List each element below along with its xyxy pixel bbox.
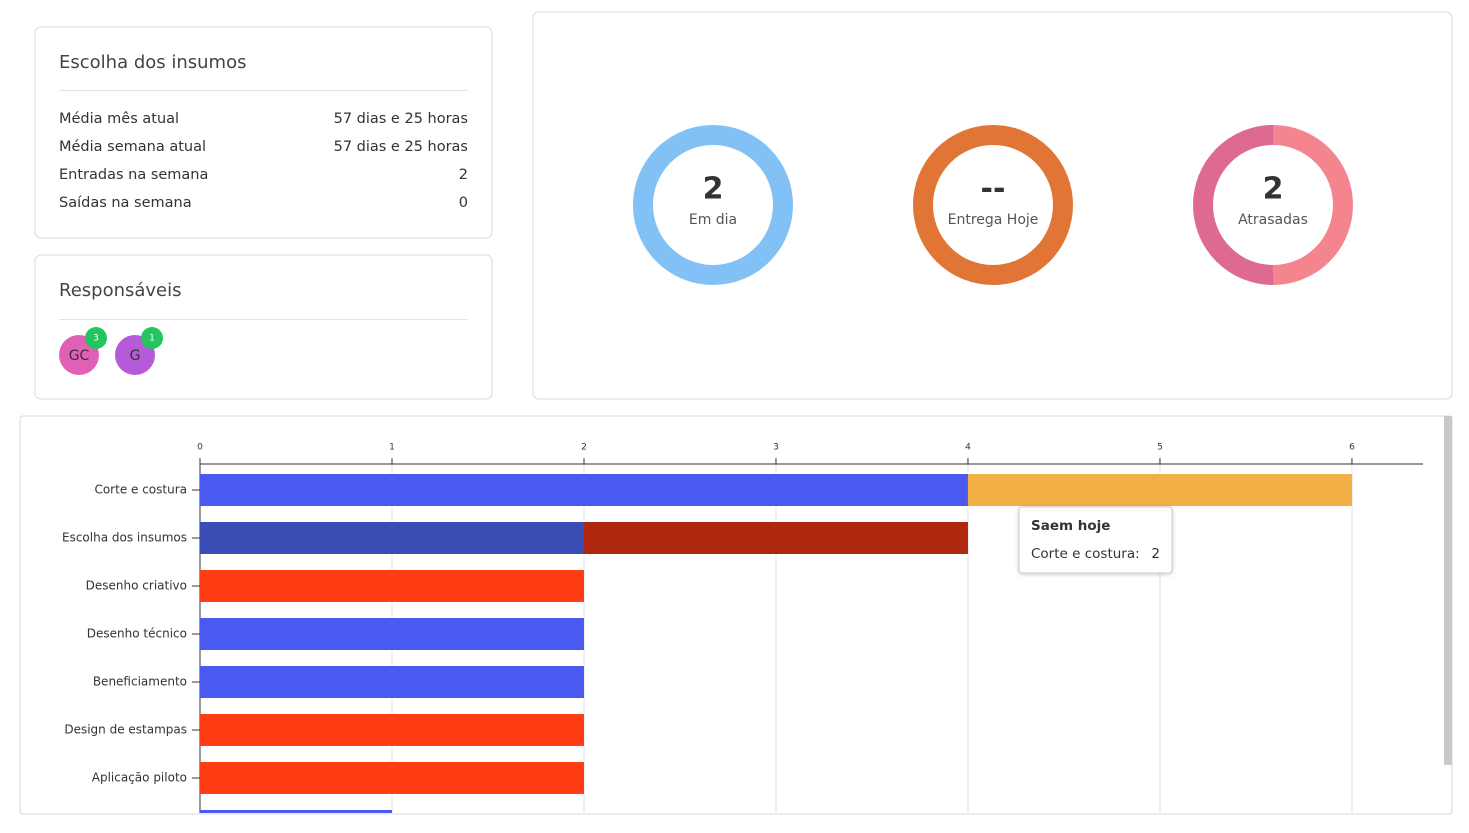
y-tick-label: Aplicação piloto: [92, 771, 187, 785]
x-tick-label: 4: [965, 443, 971, 453]
bar[interactable]: [200, 474, 968, 506]
tooltip-title: Saem hoje: [1031, 518, 1110, 534]
row-label: Entradas na semana: [59, 167, 208, 183]
x-tick-label: 0: [197, 443, 203, 453]
avatar-initials: G: [130, 348, 141, 364]
row-value: 57 dias e 25 horas: [334, 111, 468, 127]
row-label: Saídas na semana: [59, 195, 192, 211]
donut-left: [633, 125, 714, 285]
donut-value: 2: [703, 172, 724, 207]
badge-count: 1: [149, 334, 155, 344]
donut-label: Atrasadas: [1238, 212, 1308, 228]
x-tick-label: 6: [1349, 443, 1355, 453]
responsaveis-card: [34, 254, 493, 400]
donut-left: [913, 125, 994, 285]
donut-value: 2: [1263, 172, 1284, 207]
badge-count: 3: [93, 334, 99, 344]
tooltip-label: Corte e costura:: [1031, 546, 1140, 562]
bar[interactable]: [200, 666, 584, 698]
row-value: 2: [459, 167, 468, 183]
avatar-initials: GC: [69, 348, 90, 364]
status-card: [532, 11, 1453, 400]
y-tick-label: Beneficiamento: [93, 675, 187, 689]
donut-value: --: [981, 172, 1006, 207]
summary-card: [34, 26, 493, 239]
bar[interactable]: [583, 522, 968, 554]
bar[interactable]: [200, 570, 584, 602]
row-value: 0: [459, 195, 468, 211]
x-tick-label: 2: [581, 443, 587, 453]
row-label: Média mês atual: [59, 111, 179, 127]
donut-label: Entrega Hoje: [948, 212, 1039, 228]
bar[interactable]: [200, 810, 392, 833]
row-label: Média semana atual: [59, 139, 206, 155]
x-tick-label: 1: [389, 443, 395, 453]
donut-right: [712, 125, 793, 285]
y-tick-label: Design de estampas: [64, 723, 187, 737]
y-tick-label: Corte e costura: [94, 483, 187, 497]
bar[interactable]: [967, 474, 1352, 506]
bar[interactable]: [200, 714, 584, 746]
scrollbar[interactable]: [1444, 416, 1452, 765]
card-title: Escolha dos insumos: [59, 52, 246, 73]
donut-label: Em dia: [689, 212, 737, 228]
bar[interactable]: [200, 618, 584, 650]
bar[interactable]: [200, 522, 584, 554]
y-tick-label: Escolha dos insumos: [62, 531, 187, 545]
tooltip-value: 2: [1151, 546, 1160, 562]
tooltip: [1018, 506, 1173, 574]
badge: [141, 327, 163, 349]
y-tick-label: Desenho técnico: [87, 627, 187, 641]
card-title: Responsáveis: [59, 280, 182, 301]
bar[interactable]: [200, 762, 584, 794]
donut-right: [1272, 125, 1353, 285]
donut-left: [1193, 125, 1274, 285]
x-tick-label: 5: [1157, 443, 1163, 453]
row-value: 57 dias e 25 horas: [334, 139, 468, 155]
x-tick-label: 3: [773, 443, 779, 453]
y-tick-label: Desenho criativo: [86, 579, 187, 593]
badge: [85, 327, 107, 349]
donut-right: [992, 125, 1073, 285]
